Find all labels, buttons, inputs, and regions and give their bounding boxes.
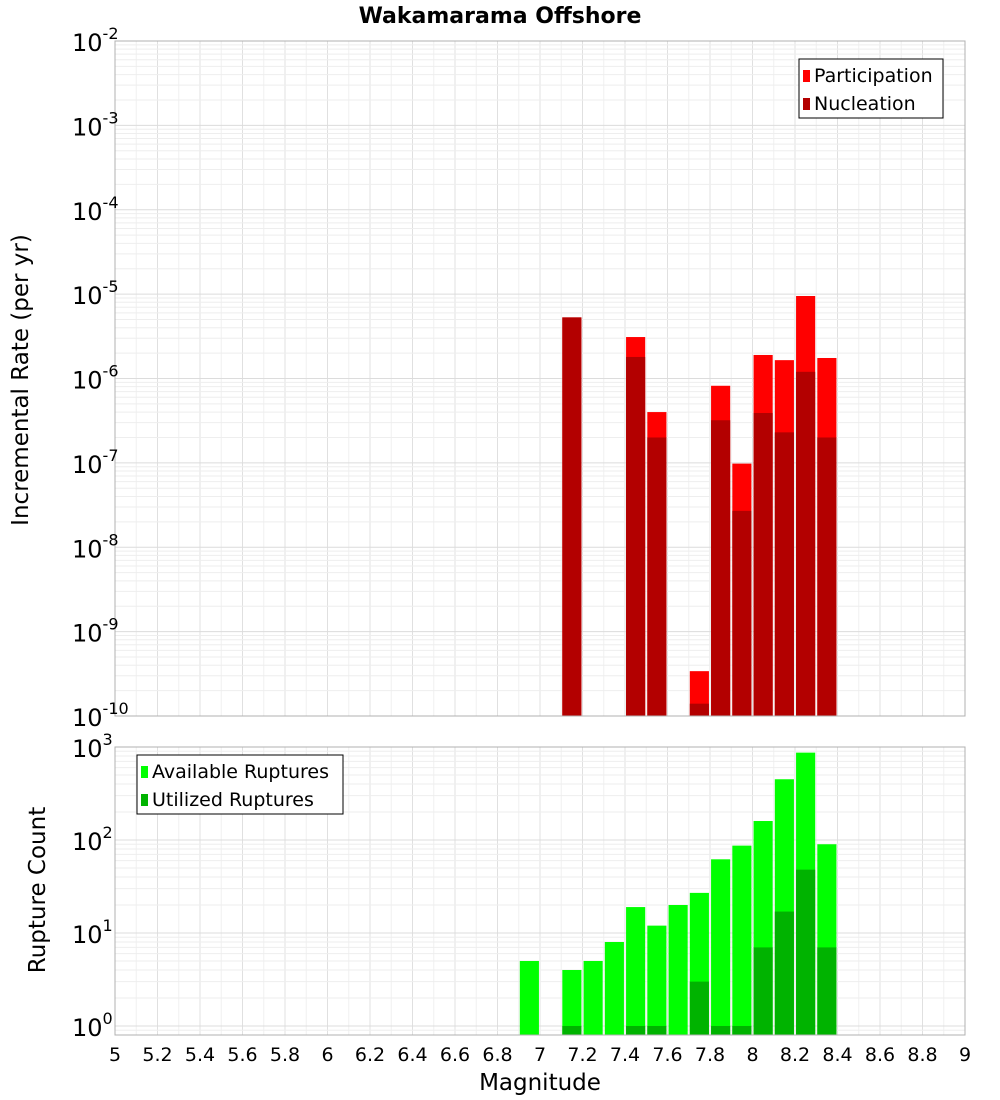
bar-utilized-ruptures — [562, 1025, 582, 1035]
plot-frame — [114, 746, 966, 1036]
x-tick-label: 6.8 — [482, 1044, 512, 1066]
bar-utilized-ruptures — [689, 981, 709, 1035]
bar-utilized-ruptures — [753, 947, 773, 1035]
bar-available-ruptures — [711, 859, 731, 1035]
x-tick-label: 8 — [746, 1044, 758, 1066]
bar-utilized-ruptures — [732, 1025, 752, 1035]
y-tick-label: 10-6 — [72, 362, 119, 395]
legend-swatch — [141, 766, 148, 778]
y-tick-label: 102 — [72, 823, 113, 856]
bar-available-ruptures — [519, 960, 539, 1035]
y-tick-label: 100 — [72, 1009, 113, 1042]
bar-utilized-ruptures — [774, 911, 794, 1035]
x-tick-label: 9 — [959, 1044, 971, 1066]
bar-nucleation — [647, 437, 667, 716]
x-tick-label: 5.4 — [185, 1044, 215, 1066]
bar-utilized-ruptures — [647, 1025, 667, 1035]
x-tick-label: 7.6 — [652, 1044, 682, 1066]
y-tick-label: 10-4 — [72, 193, 119, 226]
bar-available-ruptures — [647, 925, 667, 1035]
bar-utilized-ruptures — [817, 947, 837, 1035]
legend-swatch — [803, 98, 810, 110]
y-tick-label: 101 — [72, 916, 113, 949]
y-tick-label: 10-7 — [72, 446, 119, 479]
legend-label: Utilized Ruptures — [152, 789, 314, 811]
bar-nucleation — [626, 356, 646, 716]
bar-nucleation — [732, 510, 752, 716]
y-tick-label: 103 — [72, 730, 113, 763]
x-tick-label: 7 — [534, 1044, 546, 1066]
legend-box — [798, 58, 944, 119]
bar-nucleation — [817, 437, 837, 716]
bar-nucleation — [711, 420, 731, 716]
x-tick-label: 6 — [321, 1044, 333, 1066]
plot-frame — [114, 40, 966, 717]
x-tick-label: 7.4 — [610, 1044, 640, 1066]
legend-swatch — [141, 794, 148, 806]
x-tick-label: 8.4 — [822, 1044, 852, 1066]
x-tick-label: 8.6 — [865, 1044, 895, 1066]
x-tick-label: 5.6 — [227, 1044, 257, 1066]
bar-utilized-ruptures — [626, 1025, 646, 1035]
rupture-count-plot: 100 101 102 103 Available Ruptures Utilized R… — [72, 730, 971, 1066]
bar-available-ruptures — [583, 960, 603, 1035]
y-tick-label: 10-2 — [72, 24, 119, 57]
participation-plot: 10-10 10-9 10-8 10-7 10-6 10-5 10-4 10-3 10-2 Par… — [72, 24, 966, 732]
bar-nucleation — [562, 317, 582, 716]
legend-label: Participation — [814, 65, 933, 87]
x-axis-label: Magnitude — [479, 1070, 601, 1096]
bar-nucleation — [689, 703, 709, 716]
x-tick-label: 6.4 — [397, 1044, 427, 1066]
chart-title: Wakamarama Offshore — [359, 4, 642, 29]
bar-utilized-ruptures — [711, 1025, 731, 1035]
x-tick-label: 7.2 — [567, 1044, 597, 1066]
y-tick-label: 10-8 — [72, 530, 119, 563]
legend-box — [136, 754, 344, 815]
bar-nucleation — [796, 371, 816, 716]
y-tick-label: 10-5 — [72, 277, 119, 310]
x-tick-label: 5.8 — [270, 1044, 300, 1066]
x-tick-label: 6.2 — [355, 1044, 385, 1066]
bottom-y-axis-label: Rupture Count — [25, 807, 51, 973]
bar-nucleation — [753, 413, 773, 716]
x-tick-label: 7.8 — [695, 1044, 725, 1066]
legend-label: Nucleation — [814, 93, 916, 115]
bar-available-ruptures — [626, 907, 646, 1035]
bar-utilized-ruptures — [796, 869, 816, 1035]
y-tick-label: 10-10 — [72, 699, 129, 732]
bar-available-ruptures — [562, 969, 582, 1035]
legend-swatch — [803, 70, 810, 82]
x-tick-label: 5 — [109, 1044, 121, 1066]
x-tick-label: 8.2 — [780, 1044, 810, 1066]
bar-nucleation — [774, 432, 794, 716]
bar-available-ruptures — [732, 845, 752, 1035]
x-tick-label: 5.2 — [142, 1044, 172, 1066]
legend-label: Available Ruptures — [152, 761, 329, 783]
x-tick-label: 6.6 — [440, 1044, 470, 1066]
top-y-axis-label: Incremental Rate (per yr) — [8, 234, 34, 526]
bar-available-ruptures — [668, 904, 688, 1035]
bar-available-ruptures — [604, 942, 624, 1035]
y-tick-label: 10-9 — [72, 615, 119, 648]
y-tick-label: 10-3 — [72, 108, 119, 141]
x-tick-label: 8.8 — [907, 1044, 937, 1066]
